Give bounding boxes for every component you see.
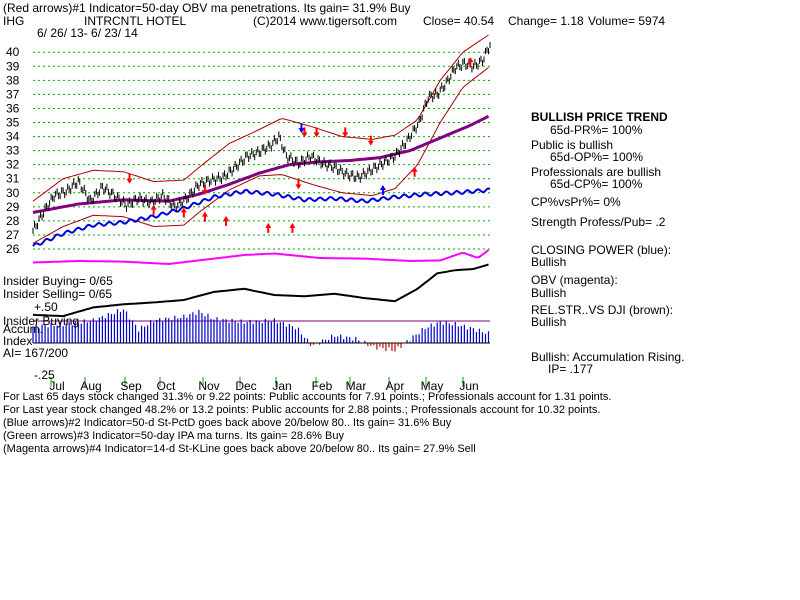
price-tick-28: 28: [6, 214, 20, 228]
red-down-arrow: [301, 127, 308, 138]
ai-label: AI= 167/200: [3, 346, 68, 360]
accum-label: Accum.: [3, 322, 43, 336]
price-tick-26: 26: [6, 242, 20, 256]
price-tick-36: 36: [6, 101, 20, 115]
price-tick-40: 40: [6, 45, 20, 59]
price-tick-29: 29: [6, 200, 20, 214]
month-label-Apr: Apr: [386, 379, 405, 393]
blue-up-arrow: [379, 184, 386, 195]
red-down-arrow: [126, 173, 133, 184]
red-down-arrow: [367, 135, 374, 146]
red-up-arrow: [289, 222, 296, 233]
trend-value: 65d-PR%= 100%: [550, 123, 643, 137]
accum-ip: IP= .177: [548, 362, 593, 376]
red-up-arrow: [467, 57, 474, 68]
moving-average-line: [32, 114, 490, 214]
month-axis: Jul Aug Sep Oct Nov Dec Jan Feb Mar Apr May Jun: [49, 377, 479, 393]
month-label-Dec: Dec: [235, 379, 256, 393]
closing-power-line: [32, 187, 491, 247]
public-value: 65d-OP%= 100%: [550, 150, 643, 164]
date-range: 6/ 26/ 13- 6/ 23/ 14: [37, 26, 138, 40]
volume-value: Volume= 5974: [588, 14, 665, 28]
red-down-arrow: [201, 184, 208, 195]
close-value: Close= 40.54: [423, 14, 494, 28]
month-label-May: May: [421, 379, 444, 393]
price-tick-34: 34: [6, 130, 20, 144]
month-label-Jul: Jul: [49, 379, 64, 393]
prof-value: 65d-CP%= 100%: [550, 177, 643, 191]
public-title: Public is bullish: [531, 138, 613, 152]
company-name: INTRCNTL HOTEL: [84, 14, 187, 28]
footer-line5: (Magenta arrows)#4 Indicator=14-d St-KLi…: [3, 443, 476, 455]
insider-selling-label: Insider Selling= 0/65: [3, 287, 112, 301]
relstr-value: Bullish: [531, 315, 566, 329]
price-tick-35: 35: [6, 116, 20, 130]
red-down-arrow: [295, 179, 302, 190]
price-tick-27: 27: [6, 228, 20, 242]
index-label: Index: [3, 334, 32, 348]
footer-line1: For Last 65 days stock changed 31.3% or …: [3, 391, 611, 403]
red-down-arrow: [313, 127, 320, 138]
footer-line3: (Blue arrows)#2 Indicator=50-d St-PctD g…: [3, 417, 452, 429]
month-label-Mar: Mar: [346, 379, 367, 393]
month-label-Sep: Sep: [120, 379, 142, 393]
red-up-arrow: [265, 222, 272, 233]
upper-band-line: [32, 34, 489, 202]
obv-line: [32, 249, 490, 266]
footer-line4: (Green arrows)#3 Indicator=50-day IPA ma…: [3, 430, 344, 442]
obv-value: Bullish: [531, 286, 566, 300]
price-tick-38: 38: [6, 73, 20, 87]
insider-buying-label: Insider Buying= 0/65: [3, 274, 113, 288]
strength-ratio: Strength Profess/Pub= .2: [531, 215, 666, 229]
month-label-Jan: Jan: [272, 379, 291, 393]
red-up-arrow: [150, 204, 157, 215]
copyright: (C)2014 www.tigersoft.com: [253, 14, 397, 28]
insider-buying-label-2: Insider Buying: [3, 314, 79, 328]
ticker: IHG: [3, 14, 24, 28]
red-up-arrow: [180, 207, 187, 218]
accum-title: Bullish: Accumulation Rising.: [531, 350, 684, 364]
month-label-Nov: Nov: [198, 379, 219, 393]
red-up-arrow: [201, 211, 208, 222]
signal-arrows: [126, 57, 474, 233]
closing-power-title: CLOSING POWER (blue):: [531, 243, 671, 257]
price-tick-32: 32: [6, 158, 20, 172]
price-tick-33: 33: [6, 144, 20, 158]
price-tick-37: 37: [6, 87, 20, 101]
month-label-Aug: Aug: [80, 379, 101, 393]
chart-lines: [32, 34, 491, 247]
relstr-line: [32, 263, 489, 318]
trend-title: BULLISH PRICE TREND: [531, 110, 668, 124]
red-up-arrow: [223, 215, 230, 226]
price-tick-39: 39: [6, 59, 20, 73]
red-down-arrow: [342, 127, 349, 138]
blue-down-arrow: [298, 123, 305, 134]
red-up-arrow: [411, 166, 418, 177]
price-tick-31: 31: [6, 172, 20, 186]
month-label-Oct: Oct: [157, 379, 176, 393]
obv-title: OBV (magenta):: [531, 273, 618, 287]
closing-power-value: Bullish: [531, 255, 566, 269]
change-value: Change= 1.18: [508, 14, 584, 28]
month-label-Jun: Jun: [459, 379, 478, 393]
relstr-title: REL.STR..VS DJI (brown):: [531, 303, 673, 317]
lower-panels: [32, 249, 490, 352]
header-line1: (Red arrows)#1 Indicator=50-day OBV ma p…: [3, 1, 411, 15]
footer-line2: For Last year stock changed 48.2% or 13.…: [3, 404, 600, 416]
cp-vs-pr: CP%vsPr%= 0%: [531, 195, 621, 209]
ai-axis-top: +.50: [34, 300, 58, 314]
prof-title: Professionals are bullish: [531, 165, 661, 179]
grid-lines: [33, 51, 490, 250]
price-tick-30: 30: [6, 186, 20, 200]
ai-axis-bottom: -.25: [34, 368, 55, 382]
month-label-Feb: Feb: [312, 379, 333, 393]
